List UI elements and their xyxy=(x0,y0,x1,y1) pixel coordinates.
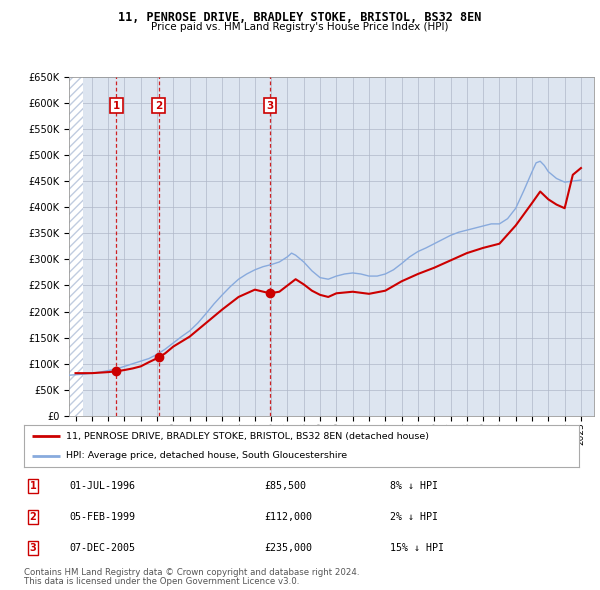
Bar xyxy=(69,77,83,416)
Text: 11, PENROSE DRIVE, BRADLEY STOKE, BRISTOL, BS32 8EN (detached house): 11, PENROSE DRIVE, BRADLEY STOKE, BRISTO… xyxy=(65,432,428,441)
Text: £85,500: £85,500 xyxy=(264,481,306,491)
Text: 3: 3 xyxy=(29,543,37,553)
Text: 1: 1 xyxy=(113,100,120,110)
Text: 11, PENROSE DRIVE, BRADLEY STOKE, BRISTOL, BS32 8EN: 11, PENROSE DRIVE, BRADLEY STOKE, BRISTO… xyxy=(118,11,482,24)
Text: 2: 2 xyxy=(155,100,162,110)
Text: 2% ↓ HPI: 2% ↓ HPI xyxy=(390,512,438,522)
Text: Contains HM Land Registry data © Crown copyright and database right 2024.: Contains HM Land Registry data © Crown c… xyxy=(24,568,359,576)
Text: This data is licensed under the Open Government Licence v3.0.: This data is licensed under the Open Gov… xyxy=(24,577,299,586)
Text: £112,000: £112,000 xyxy=(264,512,312,522)
Text: 15% ↓ HPI: 15% ↓ HPI xyxy=(390,543,444,553)
Text: Price paid vs. HM Land Registry's House Price Index (HPI): Price paid vs. HM Land Registry's House … xyxy=(151,22,449,32)
Text: 01-JUL-1996: 01-JUL-1996 xyxy=(69,481,135,491)
Text: 8% ↓ HPI: 8% ↓ HPI xyxy=(390,481,438,491)
Text: 3: 3 xyxy=(266,100,274,110)
Text: HPI: Average price, detached house, South Gloucestershire: HPI: Average price, detached house, Sout… xyxy=(65,451,347,460)
Text: 07-DEC-2005: 07-DEC-2005 xyxy=(69,543,135,553)
Text: 2: 2 xyxy=(29,512,37,522)
Text: 05-FEB-1999: 05-FEB-1999 xyxy=(69,512,135,522)
Text: 1: 1 xyxy=(29,481,37,491)
Text: £235,000: £235,000 xyxy=(264,543,312,553)
